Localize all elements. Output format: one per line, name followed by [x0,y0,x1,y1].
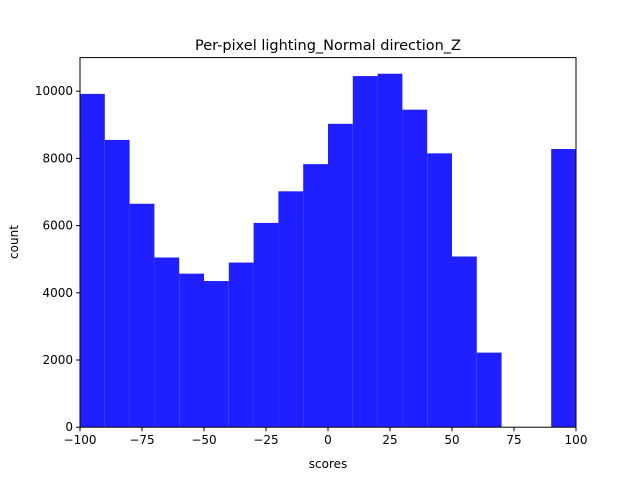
histogram-bar [476,352,502,428]
x-tick-label: 25 [382,433,397,447]
histogram-bar [129,203,155,428]
x-tick-label: −75 [129,433,154,447]
histogram-bar [104,139,130,428]
histogram-bar [377,73,403,428]
histogram-bar [278,191,304,428]
x-axis-label: scores [309,457,348,471]
bars-group [80,73,576,428]
y-tick-label: 2000 [42,353,73,367]
histogram-bar [80,93,105,428]
x-tick-label: −100 [64,433,97,447]
histogram-bar [328,123,353,428]
x-tick-label: −50 [191,433,216,447]
histogram-bar [253,222,279,428]
x-tick-label: 75 [506,433,521,447]
histogram-bar [179,273,204,428]
histogram-bar [228,262,254,428]
histogram-bar [551,148,576,428]
histogram-bar [427,153,452,428]
y-tick-label: 4000 [42,286,73,300]
x-ticks: −100 −75 −50 −25 0 25 50 75 100 [64,427,588,447]
y-tick-label: 8000 [42,151,73,165]
histogram-bar [352,76,378,428]
y-tick-label: 6000 [42,219,73,233]
histogram-bar [154,257,180,428]
histogram-bar [402,109,428,428]
x-tick-label: 50 [444,433,459,447]
histogram-bar [204,281,229,428]
x-tick-label: 0 [324,433,332,447]
y-ticks: 0 2000 4000 6000 8000 10000 [35,84,80,434]
histogram-bar [452,256,477,428]
x-tick-label: 100 [565,433,588,447]
y-axis-label: count [7,225,21,259]
histogram-bar [303,164,328,428]
y-tick-label: 10000 [35,84,73,98]
chart-title: Per-pixel lighting_Normal direction_Z [195,38,461,54]
x-tick-label: −25 [253,433,278,447]
y-tick-label: 0 [65,420,73,434]
